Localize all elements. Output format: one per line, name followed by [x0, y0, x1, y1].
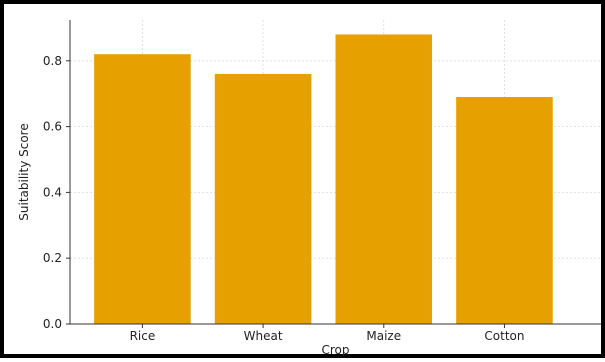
bar-chart: 0.0 0.2 0.4 0.6 0.8 Rice Wheat Maize Cotton Cro…	[17, 20, 601, 357]
x-tick-label: Rice	[130, 329, 156, 343]
y-tick-label: 0.6	[43, 120, 62, 134]
bars	[94, 34, 553, 324]
x-tick-label: Maize	[366, 329, 401, 343]
bar-cotton	[456, 96, 553, 324]
y-tick-label: 0.2	[43, 251, 62, 265]
y-ticks: 0.0 0.2 0.4 0.6 0.8	[43, 54, 70, 331]
y-tick-label: 0.0	[43, 317, 62, 331]
y-axis-label: Suitability Score	[17, 123, 31, 220]
x-tick-label: Cotton	[484, 329, 524, 343]
axes	[69, 20, 601, 325]
bar-maize	[335, 34, 433, 324]
bar-wheat	[214, 73, 312, 324]
x-axis-label: Crop	[321, 343, 349, 357]
y-tick-label: 0.8	[43, 54, 62, 68]
x-ticks: Rice Wheat Maize Cotton	[130, 324, 524, 343]
y-tick-label: 0.4	[43, 185, 62, 199]
bar-rice	[94, 54, 191, 324]
x-tick-label: Wheat	[244, 329, 283, 343]
